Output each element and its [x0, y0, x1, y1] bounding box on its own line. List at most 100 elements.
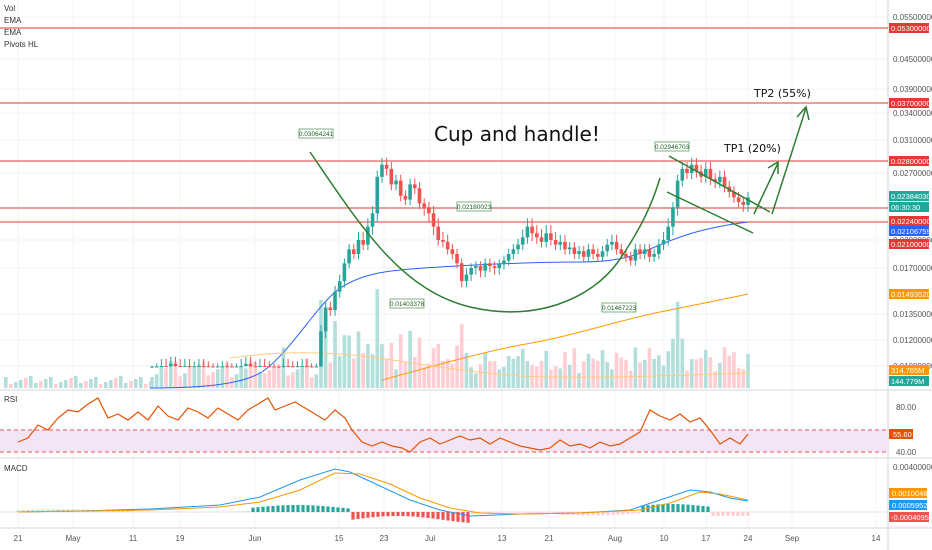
price-tick-3: 0.03400000 — [893, 109, 932, 118]
macd-histogram-bar — [381, 512, 385, 517]
macd-histogram-bar — [686, 504, 690, 512]
macd-histogram-bar — [546, 512, 550, 514]
volume-bar — [4, 377, 8, 388]
volume-bar — [469, 367, 473, 388]
volume-bar — [109, 380, 113, 388]
macd-histogram-bar — [416, 512, 420, 517]
candle-body — [253, 366, 258, 368]
macd-histogram-bar — [136, 511, 140, 512]
volume-bar — [605, 362, 610, 388]
candle-body — [347, 249, 351, 264]
candle-body — [624, 254, 628, 257]
macd-signal-line — [17, 472, 749, 515]
macd-histogram-bar — [391, 512, 395, 517]
candle-body — [154, 366, 159, 368]
horizontal-levels[interactable] — [0, 27, 888, 223]
macd-histogram-bar — [701, 506, 705, 512]
price-badge-bg-9 — [889, 365, 929, 375]
legend-macd[interactable]: MACD — [4, 464, 28, 473]
legend-ema-2[interactable]: EMA — [4, 28, 22, 37]
rsi-band — [0, 430, 888, 452]
volume-bar — [685, 370, 689, 388]
price-axis-badges[interactable]: 0.05300000 0.03700000 0.02800000 0.02384030… — [889, 23, 931, 386]
volume-bar — [99, 384, 103, 388]
macd-histogram-bar — [361, 512, 365, 519]
volume-bar — [581, 361, 586, 388]
macd-histogram-bar — [341, 507, 345, 512]
candle-body — [722, 176, 727, 187]
volume-bar — [413, 357, 417, 388]
volume-bar — [488, 361, 492, 388]
macd-histogram-bar — [366, 512, 370, 518]
legend-ema-1[interactable]: EMA — [4, 16, 22, 25]
candle-body — [356, 240, 361, 254]
legend-pivots[interactable]: Pivots HL — [4, 40, 39, 49]
candle-body — [661, 240, 666, 245]
volume-bar — [638, 362, 642, 388]
candle-body — [234, 366, 239, 368]
macd-histogram-bar — [271, 505, 275, 512]
cup-and-handle-pattern[interactable] — [309, 105, 810, 313]
candle-body — [248, 363, 253, 367]
volume-bar — [535, 366, 539, 388]
volume-bar — [74, 376, 78, 388]
candle-body — [488, 263, 492, 267]
price-badge-bg-7 — [889, 239, 929, 249]
candle-body — [281, 366, 286, 367]
candle-body — [732, 192, 736, 198]
macd-histogram-bar — [61, 509, 65, 512]
macd-histogram-bar — [716, 512, 720, 516]
legend-rsi[interactable]: RSI — [4, 395, 17, 404]
volume-bar — [703, 349, 708, 388]
candle-body — [168, 363, 173, 367]
macd-histogram-bar — [351, 512, 355, 520]
candle-body — [572, 247, 577, 254]
volume-bar — [474, 373, 478, 388]
volume-bar — [539, 360, 544, 388]
macd-histogram-bar — [331, 506, 335, 512]
macd-histogram-bar — [456, 512, 460, 522]
macd-histogram-bar — [51, 509, 55, 512]
volume-bar — [459, 324, 464, 388]
macd-histogram-bar — [601, 512, 605, 516]
candle-body — [628, 256, 633, 261]
volume-bar — [14, 382, 18, 388]
macd-histogram-bar — [636, 512, 640, 514]
price-badge-bg-5 — [889, 216, 929, 226]
macd-histogram-bar — [241, 511, 245, 512]
macd-histogram-bar — [736, 512, 740, 516]
macd-histogram-bar — [606, 512, 610, 516]
candle-body — [337, 281, 342, 292]
candle-body — [666, 226, 671, 240]
volume-bar — [689, 359, 694, 388]
volume-bar — [661, 365, 666, 388]
candle-body — [436, 226, 441, 240]
macd-histogram-bar — [431, 512, 435, 519]
candle-body — [220, 366, 225, 368]
macd-histogram-bar — [236, 511, 240, 512]
price-badge-7: 0.02100000 — [891, 240, 931, 249]
macd-histogram-bar — [301, 505, 305, 512]
volume-bar — [129, 381, 133, 388]
macd-histogram-bar — [656, 504, 660, 512]
macd-histogram-bar — [516, 512, 520, 513]
legend-vol[interactable]: Vol — [4, 4, 15, 13]
rsi-pane — [0, 397, 888, 453]
volume-bar — [225, 363, 229, 388]
volume-bar — [572, 348, 577, 388]
price-badge-2: 0.02800000 — [891, 157, 931, 166]
volume-bar — [642, 359, 647, 388]
macd-histogram-bar — [631, 512, 635, 514]
candle-body — [413, 184, 417, 189]
volume-bar — [361, 353, 365, 388]
candle-body — [614, 241, 619, 250]
svg-text:0.00100482: 0.00100482 — [892, 489, 932, 498]
volume-bar — [276, 364, 281, 388]
volume-bar — [69, 378, 73, 388]
time-tick-3: 19 — [176, 534, 185, 543]
candle-body — [694, 164, 699, 172]
volume-bar — [342, 335, 347, 388]
volume-bar — [34, 383, 38, 388]
macd-histogram-bar — [611, 512, 615, 515]
